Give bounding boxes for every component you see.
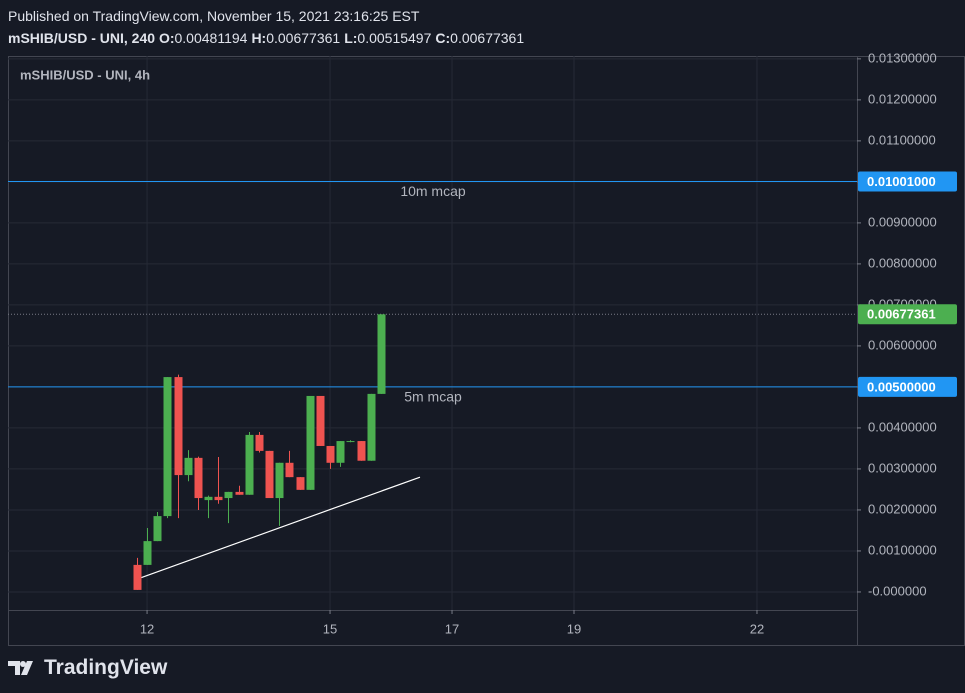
ohlc-value: 0.00481194 — [174, 30, 248, 46]
candle-body — [255, 434, 264, 451]
ohlc: O:0.00481194 H:0.00677361 L:0.00515497 C:0.… — [159, 30, 528, 46]
symbol: mSHIB/USD - UNI, 240 — [8, 30, 156, 46]
candle-body — [275, 462, 284, 499]
candle-body — [224, 491, 233, 499]
candle-body — [235, 491, 244, 495]
y-tick-label: 0.00900000 — [868, 214, 937, 229]
price-label-box — [858, 304, 957, 325]
price-label: 0.00677361 — [867, 307, 936, 322]
line-annotation: 10m mcap — [400, 183, 466, 199]
price-label: 0.01001000 — [867, 174, 936, 189]
candle-body — [214, 496, 223, 501]
ohlc-label: C: — [435, 30, 451, 46]
candle-body — [285, 462, 294, 478]
price-label: 0.00500000 — [867, 379, 936, 394]
candle-body — [153, 516, 162, 542]
footer-logo: TradingView — [8, 656, 167, 680]
plot-frame — [8, 56, 965, 646]
trendline — [139, 476, 421, 579]
candle-body — [367, 393, 376, 461]
y-tick-label: -0.000000 — [868, 583, 927, 598]
x-tick-label: 12 — [140, 621, 154, 636]
y-tick-label: 0.00600000 — [868, 337, 937, 352]
candle-body — [316, 395, 325, 446]
candle-body — [184, 457, 193, 476]
candle-body — [143, 541, 152, 565]
x-tick-label: 22 — [750, 621, 764, 636]
candle-body — [265, 450, 274, 499]
ohlc-value: 0.00515497 — [357, 30, 432, 46]
candle-body — [194, 457, 203, 499]
candle-body — [174, 377, 183, 476]
candle-body — [306, 395, 315, 490]
ohlc-label: L: — [344, 30, 358, 46]
candle-body — [133, 564, 142, 590]
chart-title: mSHIB/USD - UNI, 4h — [20, 67, 150, 82]
y-tick-label: 0.00800000 — [868, 255, 937, 270]
brand: TradingView — [44, 656, 168, 679]
candle-body — [357, 441, 366, 461]
ohlc-label: O: — [158, 30, 175, 46]
price-label-box — [858, 376, 957, 397]
candle-body — [245, 434, 254, 495]
x-tick-label: 17 — [445, 621, 459, 636]
candle-body — [377, 314, 386, 394]
y-tick-label: 0.01200000 — [868, 91, 937, 106]
candle-body — [336, 441, 345, 463]
ohlc-value: 0.00677361 — [266, 30, 341, 46]
symbol-line: mSHIB/USD - UNI, 240 O:0.00481194 H:0.006… — [8, 30, 528, 46]
y-tick-label: 0.00100000 — [868, 542, 937, 557]
y-tick-label: 0.00300000 — [868, 460, 937, 475]
ohlc-value: 0.00677361 — [450, 30, 525, 46]
y-tick-label: 0.00400000 — [868, 419, 937, 434]
price-label-box — [858, 171, 957, 192]
line-annotation: 5m mcap — [404, 389, 462, 405]
ohlc-label: H: — [251, 30, 267, 46]
x-tick-label: 15 — [323, 621, 337, 636]
candle-body — [204, 496, 213, 501]
candle-body — [326, 445, 335, 463]
y-tick-label: 0.00200000 — [868, 501, 937, 516]
logo-icon — [8, 661, 33, 675]
y-tick-label: 0.01300000 — [868, 50, 937, 65]
x-tick-label: 19 — [567, 621, 581, 636]
candle-body — [296, 477, 305, 490]
published-line: Published on TradingView.com, November 1… — [8, 8, 420, 24]
y-tick-label: 0.01100000 — [868, 132, 936, 147]
candle-body — [346, 441, 355, 443]
candle-body — [163, 377, 172, 517]
